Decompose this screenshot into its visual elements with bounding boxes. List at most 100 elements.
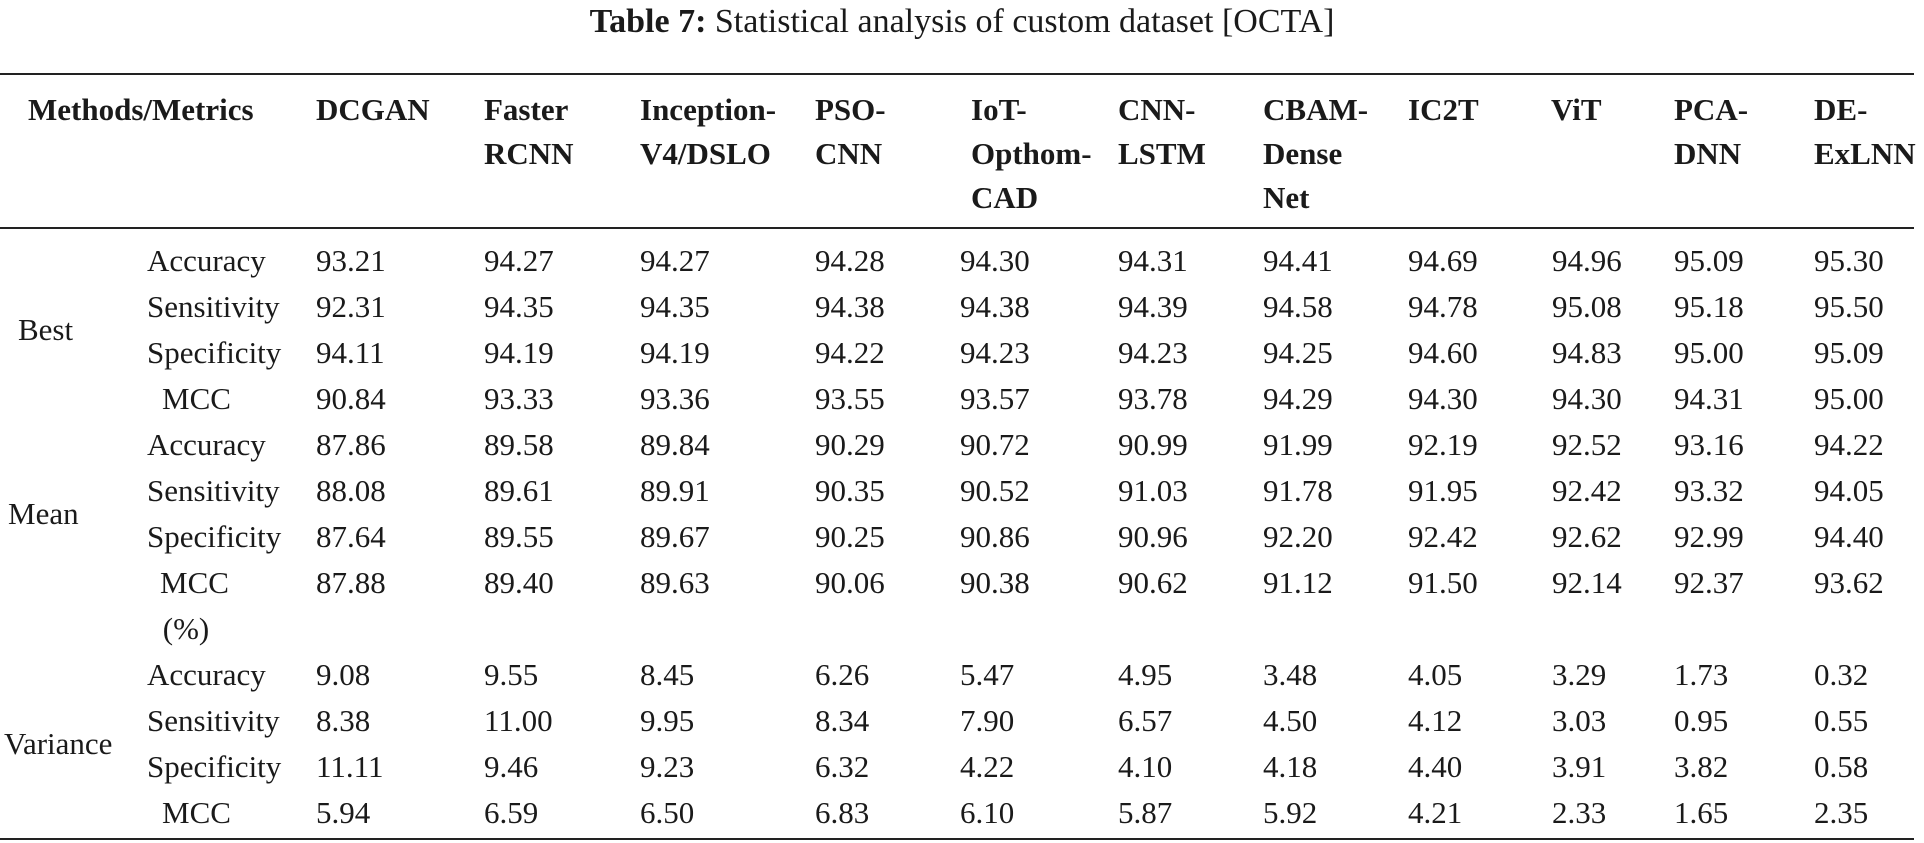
table-cell: 92.62 xyxy=(1552,519,1622,554)
table-cell: 11.11 xyxy=(316,749,384,784)
caption-text: Statistical analysis of custom dataset [… xyxy=(714,3,1335,40)
table-cell: 93.78 xyxy=(1118,381,1188,416)
table-cell: 4.21 xyxy=(1408,795,1463,830)
table-cell: 94.35 xyxy=(484,289,554,324)
table-cell: 90.38 xyxy=(960,565,1030,600)
column-header: Faster RCNN xyxy=(484,92,574,171)
table-cell: 6.57 xyxy=(1118,703,1173,738)
table-cell: 95.09 xyxy=(1674,243,1744,278)
metric-label: MCC xyxy=(162,381,231,416)
column-header: PCA- DNN xyxy=(1674,92,1749,171)
table-cell: 90.86 xyxy=(960,519,1030,554)
header-rule xyxy=(0,227,1914,229)
table-cell: 4.50 xyxy=(1263,703,1318,738)
table-cell: 90.52 xyxy=(960,473,1030,508)
column-header: ViT xyxy=(1551,92,1602,127)
table-cell: 93.33 xyxy=(484,381,554,416)
table-cell: 6.50 xyxy=(640,795,695,830)
table-cell: 90.72 xyxy=(960,427,1030,462)
table-cell: 6.32 xyxy=(815,749,870,784)
table-cell: 94.19 xyxy=(640,335,710,370)
table-cell: 95.08 xyxy=(1552,289,1622,324)
table-cell: 95.18 xyxy=(1674,289,1744,324)
table-cell: 9.55 xyxy=(484,657,539,692)
table-cell: 3.82 xyxy=(1674,749,1729,784)
metric-label: Specificity xyxy=(147,519,282,554)
table-cell: 8.45 xyxy=(640,657,695,692)
table-cell: 9.46 xyxy=(484,749,539,784)
table-cell: 91.99 xyxy=(1263,427,1333,462)
table-cell: 3.91 xyxy=(1552,749,1607,784)
table-cell: 93.62 xyxy=(1814,565,1884,600)
table-cell: 94.11 xyxy=(316,335,385,370)
table-cell: 3.29 xyxy=(1552,657,1607,692)
table-cell: 94.39 xyxy=(1118,289,1188,324)
table-cell: 94.35 xyxy=(640,289,710,324)
table-cell: 94.96 xyxy=(1552,243,1622,278)
table-cell: 94.58 xyxy=(1263,289,1333,324)
table-cell: 9.23 xyxy=(640,749,695,784)
table-cell: 5.47 xyxy=(960,657,1015,692)
table-cell: 7.90 xyxy=(960,703,1015,738)
group-label: Variance xyxy=(4,726,113,761)
column-header: CNN- LSTM xyxy=(1118,92,1206,171)
bottom-rule xyxy=(0,838,1914,840)
top-rule xyxy=(0,73,1914,75)
table-cell: 94.27 xyxy=(640,243,710,278)
table-cell: 92.52 xyxy=(1552,427,1622,462)
table-cell: 95.09 xyxy=(1814,335,1884,370)
table-cell: 94.05 xyxy=(1814,473,1884,508)
table-cell: 5.94 xyxy=(316,795,371,830)
table-cell: 2.33 xyxy=(1552,795,1607,830)
table-cell: 4.12 xyxy=(1408,703,1463,738)
table-cell: 89.40 xyxy=(484,565,554,600)
table-cell: 95.50 xyxy=(1814,289,1884,324)
table-cell: 0.95 xyxy=(1674,703,1729,738)
column-header: DCGAN xyxy=(316,92,430,127)
table-cell: 94.31 xyxy=(1118,243,1188,278)
table-cell: 95.00 xyxy=(1814,381,1884,416)
table-cell: 4.05 xyxy=(1408,657,1463,692)
metric-label: Specificity xyxy=(147,335,282,370)
table-cell: 88.08 xyxy=(316,473,386,508)
table-cell: 94.22 xyxy=(815,335,885,370)
metric-label: Accuracy xyxy=(147,427,266,462)
table-cell: 90.99 xyxy=(1118,427,1188,462)
table-cell: 6.83 xyxy=(815,795,870,830)
table-cell: 89.84 xyxy=(640,427,710,462)
table-cell: 94.40 xyxy=(1814,519,1884,554)
table-cell: 89.55 xyxy=(484,519,554,554)
metric-label: Sensitivity xyxy=(147,289,280,324)
table-cell: 92.19 xyxy=(1408,427,1478,462)
table-cell: 90.06 xyxy=(815,565,885,600)
table-cell: 90.25 xyxy=(815,519,885,554)
table-cell: 5.87 xyxy=(1118,795,1173,830)
table-cell: 94.29 xyxy=(1263,381,1333,416)
table-cell: 92.37 xyxy=(1674,565,1744,600)
table-cell: 95.30 xyxy=(1814,243,1884,278)
table-cell: 91.12 xyxy=(1263,565,1333,600)
metric-label: Accuracy xyxy=(147,243,266,278)
column-header: IoT- Opthom- CAD xyxy=(971,92,1092,215)
table-cell: 9.95 xyxy=(640,703,695,738)
table-cell: 90.96 xyxy=(1118,519,1188,554)
table-cell: 92.20 xyxy=(1263,519,1333,554)
column-header: IC2T xyxy=(1408,92,1479,127)
table-cell: 93.16 xyxy=(1674,427,1744,462)
table-cell: 94.31 xyxy=(1674,381,1744,416)
table-cell: 94.69 xyxy=(1408,243,1478,278)
column-header: PSO- CNN xyxy=(815,92,886,171)
table-cell: 8.38 xyxy=(316,703,371,738)
table-cell: 6.59 xyxy=(484,795,539,830)
table-cell: 4.10 xyxy=(1118,749,1173,784)
table-cell: 4.18 xyxy=(1263,749,1318,784)
table-cell: 89.67 xyxy=(640,519,710,554)
table-cell: 94.60 xyxy=(1408,335,1478,370)
table-cell: 5.92 xyxy=(1263,795,1318,830)
table-cell: 87.86 xyxy=(316,427,386,462)
table-cell: 3.03 xyxy=(1552,703,1607,738)
metric-label: MCC (%) xyxy=(160,565,229,646)
table-cell: 4.22 xyxy=(960,749,1015,784)
table-cell: 0.55 xyxy=(1814,703,1869,738)
table-cell: 0.58 xyxy=(1814,749,1869,784)
